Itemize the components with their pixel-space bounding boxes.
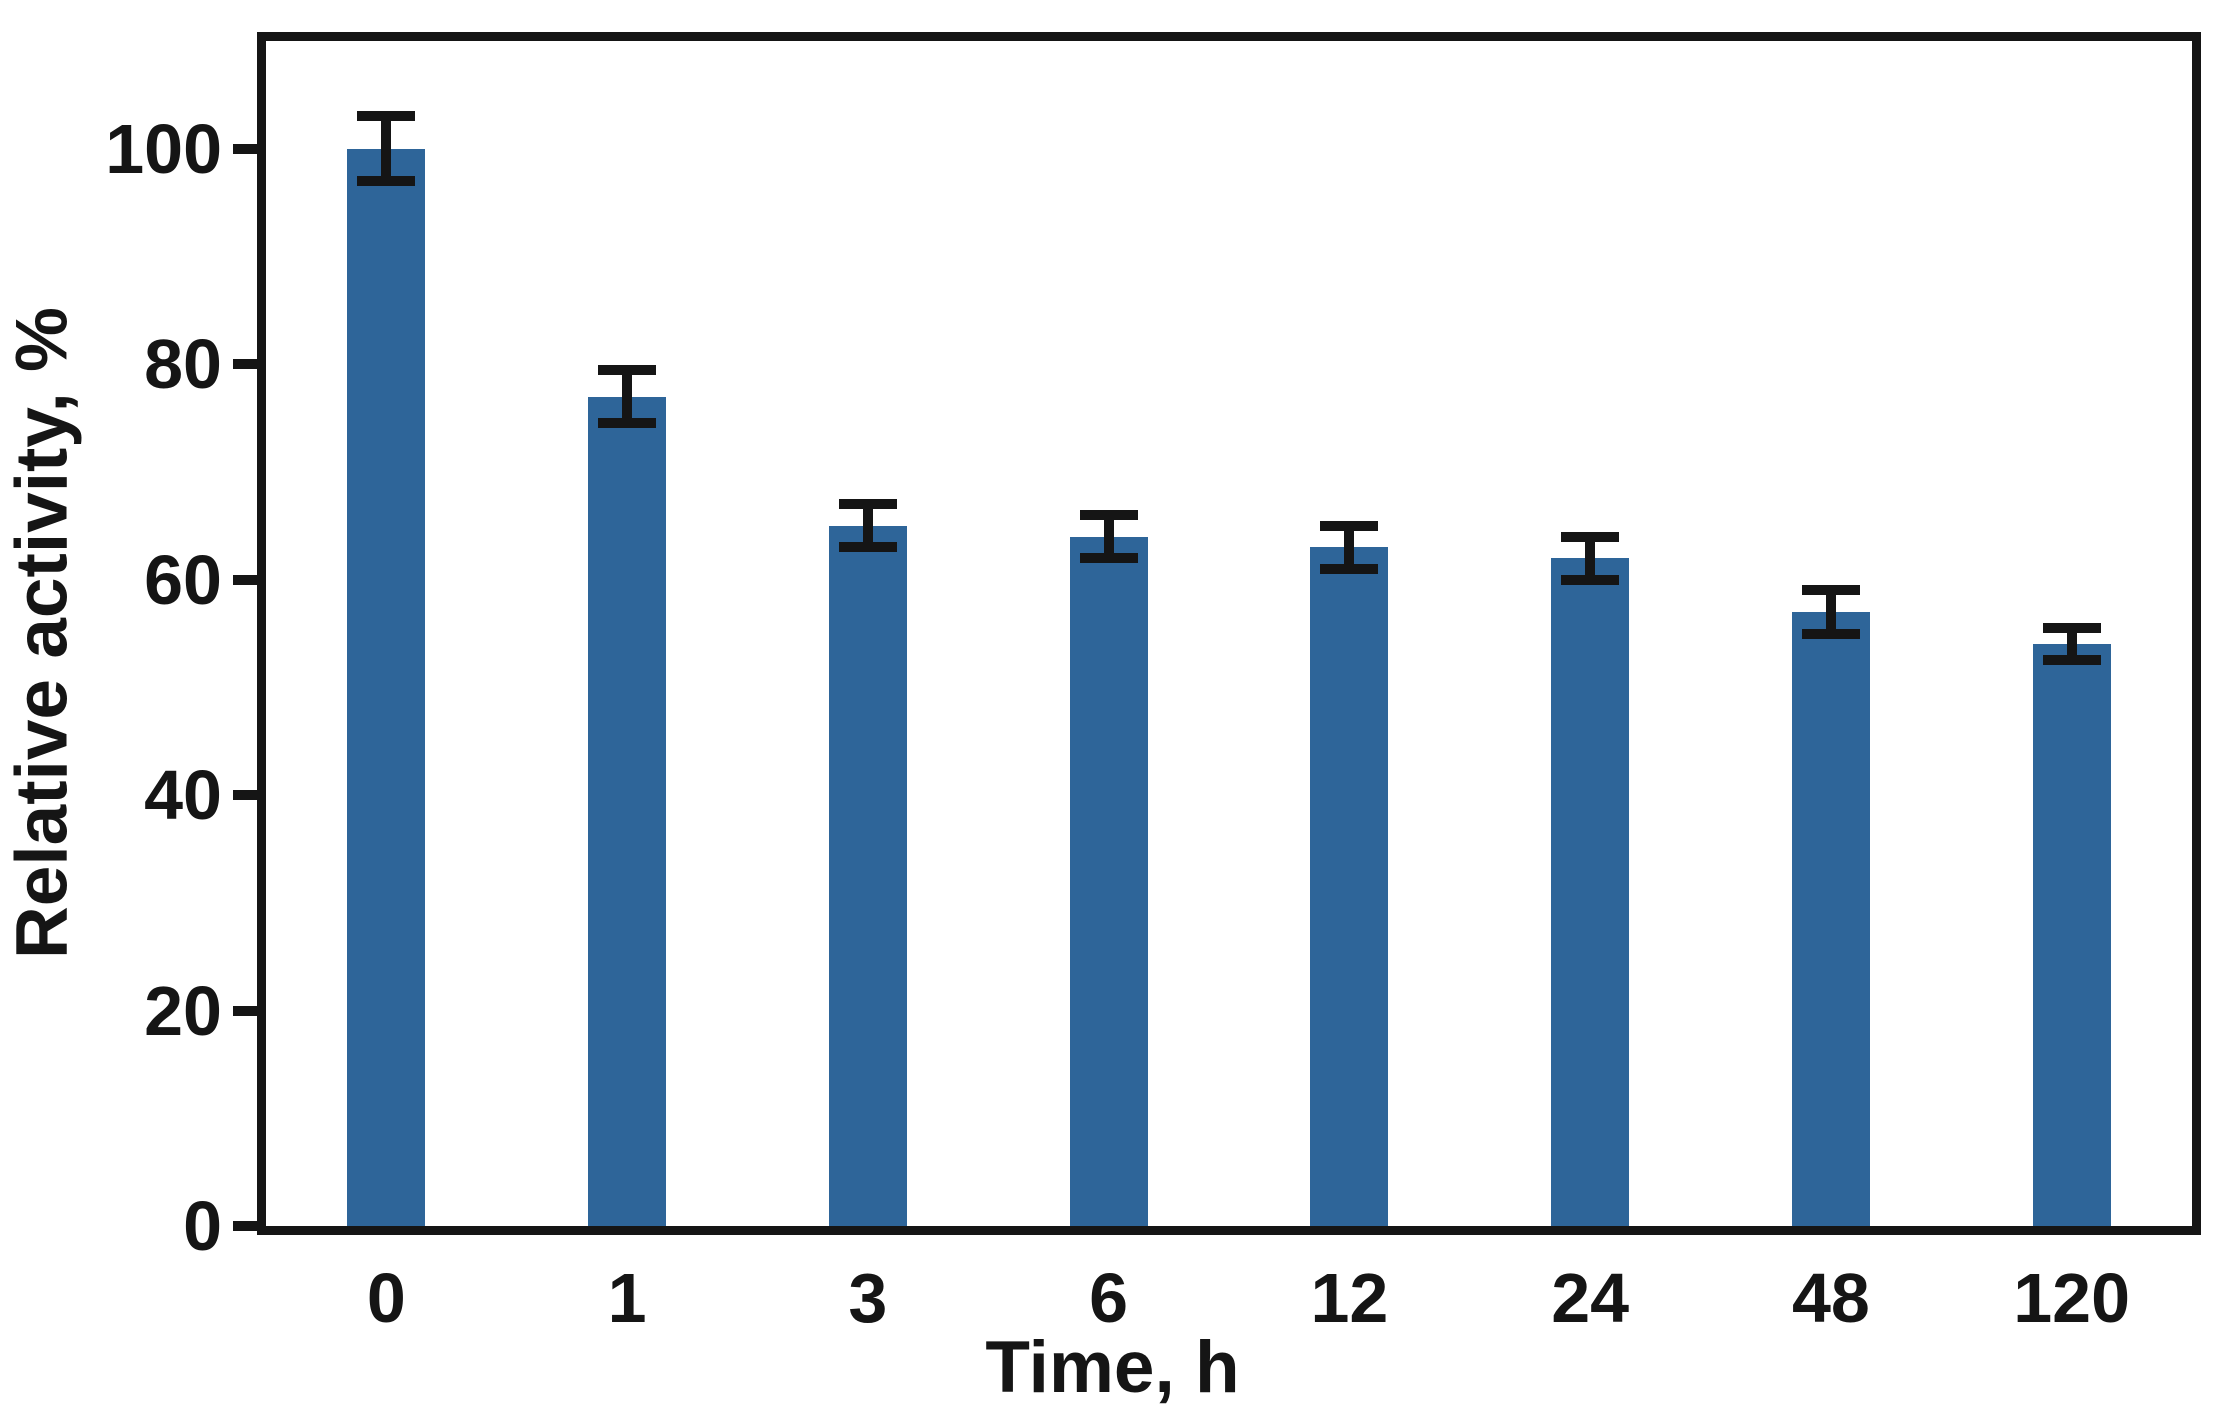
bar-12h [1310,547,1389,1226]
error-bar-cap [838,499,897,510]
bar-1h [588,396,667,1226]
y-tick-label: 0 [183,1187,222,1265]
error-bar-cap [1079,553,1138,564]
y-tick-label: 100 [105,109,222,188]
error-bar-cap [838,542,897,553]
error-bar-cap [2042,655,2101,666]
error-bar-cap [1801,585,1860,596]
error-bar [1825,590,1836,634]
error-bar [1344,525,1355,569]
error-bar [381,116,392,182]
error-bar-cap [357,176,416,187]
y-tick-mark [233,574,257,585]
bar-3h [828,525,907,1226]
error-bar [1103,515,1114,559]
bar-6h [1069,536,1148,1226]
error-bar-cap [598,418,657,429]
error-bar [2066,628,2077,661]
y-tick-mark [233,1005,257,1016]
error-bar-cap [2042,623,2101,634]
error-bar [1585,536,1596,580]
y-tick-mark [233,143,257,154]
error-bar-cap [1561,531,1620,542]
y-tick-label: 20 [144,971,222,1050]
bar-0h [347,148,426,1226]
error-bar-cap [598,364,657,375]
y-axis-title: Relative activity, % [1,307,83,959]
x-axis-title: Time, h [985,1327,1240,1408]
error-bar-cap [357,111,416,122]
error-bar-cap [1320,563,1379,574]
error-bar-cap [1801,628,1860,639]
error-bar [862,504,873,548]
bar-120h [2032,644,2111,1226]
bar-48h [1791,611,1870,1226]
plot-area [257,32,2201,1235]
y-tick-mark [233,790,257,801]
bar-24h [1551,558,1630,1226]
error-bar-cap [1079,510,1138,520]
y-tick-mark [233,1221,257,1231]
y-tick-mark [233,359,257,370]
error-bar [622,369,633,424]
error-bar-cap [1320,520,1379,531]
error-bar-cap [1561,574,1620,585]
